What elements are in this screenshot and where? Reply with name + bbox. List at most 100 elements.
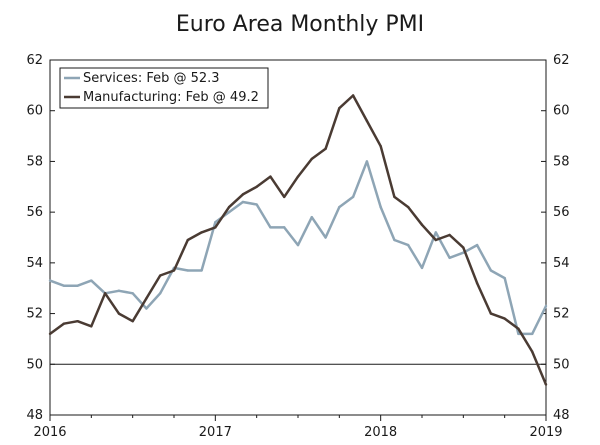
data-point-services xyxy=(489,269,493,272)
y-tick-label-left: 52 xyxy=(26,307,43,322)
data-point-manufacturing xyxy=(544,383,548,386)
y-axis-right: 48 50 52 54 56 58 60 62 xyxy=(541,53,570,423)
data-point-manufacturing xyxy=(407,205,410,209)
data-point-manufacturing xyxy=(214,226,217,229)
data-point-manufacturing xyxy=(255,185,258,188)
y-tick-label-right: 52 xyxy=(553,307,570,322)
data-point-services xyxy=(531,332,534,336)
data-point-services xyxy=(90,279,93,282)
data-point-services xyxy=(338,205,341,209)
y-tick-label-right: 62 xyxy=(553,53,570,68)
data-point-manufacturing xyxy=(531,350,534,353)
data-point-services xyxy=(62,284,65,287)
data-point-services xyxy=(48,279,52,282)
data-point-manufacturing xyxy=(131,319,134,323)
data-point-services xyxy=(200,269,203,272)
data-point-services xyxy=(159,292,162,295)
data-point-services xyxy=(448,256,451,259)
legend: Services: Feb @ 52.3 Manufacturing: Feb … xyxy=(59,67,269,109)
data-point-services xyxy=(379,205,382,209)
series-layer xyxy=(48,94,548,386)
data-point-manufacturing xyxy=(296,175,300,178)
data-point-services xyxy=(324,236,327,239)
data-point-services xyxy=(434,231,437,234)
data-point-services xyxy=(365,160,369,163)
data-point-services xyxy=(407,243,410,247)
y-tick-label-left: 54 xyxy=(26,256,43,271)
data-point-services xyxy=(310,216,313,219)
data-point-manufacturing xyxy=(159,274,162,277)
y-tick-label-right: 54 xyxy=(553,256,570,271)
series-line-services xyxy=(49,160,548,336)
data-point-manufacturing xyxy=(103,292,107,295)
data-point-manufacturing xyxy=(90,325,93,328)
y-axis-left: 48 50 52 54 56 58 60 62 xyxy=(26,53,55,423)
data-point-manufacturing xyxy=(200,231,203,234)
data-point-services xyxy=(227,210,231,214)
data-point-manufacturing xyxy=(517,327,520,330)
data-point-manufacturing xyxy=(393,195,396,199)
data-point-manufacturing xyxy=(448,233,451,237)
x-tick-label: 2016 xyxy=(33,425,66,440)
data-point-manufacturing xyxy=(117,312,121,315)
data-point-services xyxy=(145,307,148,310)
data-point-manufacturing xyxy=(241,193,245,196)
plot-frame xyxy=(49,59,547,416)
x-tick-label: 2019 xyxy=(529,425,562,440)
data-point-manufacturing xyxy=(365,119,369,123)
data-point-services xyxy=(269,226,272,229)
x-tick-label: 2018 xyxy=(364,425,397,440)
data-point-services xyxy=(214,221,217,224)
x-tick-label: 2017 xyxy=(199,425,232,440)
series-line-manufacturing xyxy=(49,94,548,386)
data-point-services xyxy=(351,195,355,199)
data-point-manufacturing xyxy=(351,94,355,97)
data-point-services xyxy=(475,243,479,247)
data-point-services xyxy=(296,243,300,247)
data-point-services xyxy=(255,203,258,206)
data-point-services xyxy=(544,304,548,308)
y-tick-label-right: 60 xyxy=(553,104,570,119)
data-point-manufacturing xyxy=(186,238,189,242)
y-tick-label-left: 62 xyxy=(26,53,43,68)
data-point-manufacturing xyxy=(227,205,231,209)
x-axis: 2016 2017 2018 2019 xyxy=(33,415,563,440)
data-point-manufacturing xyxy=(283,195,286,199)
data-point-services xyxy=(283,226,286,229)
y-tick-label-right: 56 xyxy=(553,205,570,220)
data-point-manufacturing xyxy=(338,106,341,110)
data-point-manufacturing xyxy=(269,175,272,178)
data-point-services xyxy=(393,238,396,242)
legend-box xyxy=(59,67,269,109)
data-point-services xyxy=(131,292,134,295)
y-tick-label-left: 48 xyxy=(26,408,43,423)
data-point-manufacturing xyxy=(48,332,52,336)
data-point-services xyxy=(186,269,189,272)
data-point-services xyxy=(117,289,121,292)
data-point-manufacturing xyxy=(145,297,148,300)
y-tick-label-left: 50 xyxy=(26,357,43,372)
chart-title: Euro Area Monthly PMI xyxy=(176,12,424,37)
y-tick-label-right: 50 xyxy=(553,357,570,372)
data-point-manufacturing xyxy=(172,269,176,272)
data-point-services xyxy=(241,200,245,204)
data-point-manufacturing xyxy=(475,281,479,285)
data-point-manufacturing xyxy=(434,238,437,242)
data-point-services xyxy=(420,266,424,270)
legend-label-manufacturing: Manufacturing: Feb @ 49.2 xyxy=(83,90,259,105)
data-point-manufacturing xyxy=(489,312,493,315)
data-point-services xyxy=(76,284,79,287)
y-tick-label-right: 58 xyxy=(553,154,570,169)
data-point-manufacturing xyxy=(76,319,79,323)
y-tick-label-right: 48 xyxy=(553,408,570,423)
y-tick-label-left: 58 xyxy=(26,154,43,169)
data-point-manufacturing xyxy=(503,317,506,320)
data-point-services xyxy=(503,276,506,280)
data-point-manufacturing xyxy=(62,322,65,325)
data-point-manufacturing xyxy=(324,147,327,150)
data-point-manufacturing xyxy=(462,246,465,249)
data-point-services xyxy=(517,332,520,336)
data-point-manufacturing xyxy=(420,223,424,227)
